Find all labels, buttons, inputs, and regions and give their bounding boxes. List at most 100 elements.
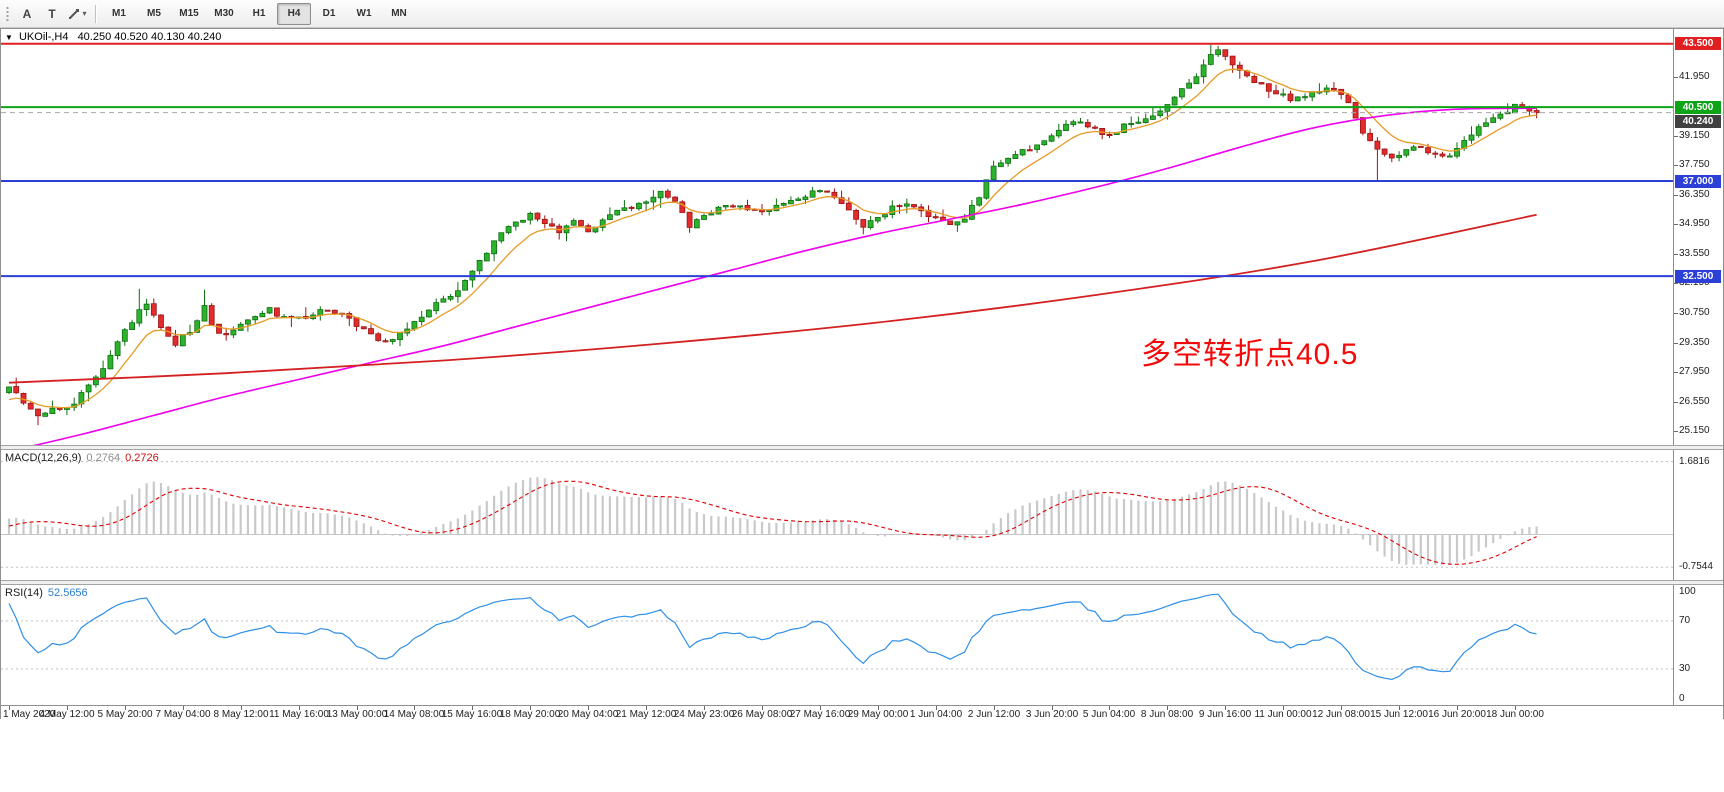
macd-value-signal: 0.2726 bbox=[125, 452, 159, 464]
time-label: 26 May 08:00 bbox=[731, 709, 793, 720]
time-tick-mark bbox=[530, 706, 531, 710]
rsi-name: RSI(14) bbox=[5, 587, 43, 599]
time-label: 20 May 04:00 bbox=[557, 709, 619, 720]
time-tick-mark bbox=[646, 706, 647, 710]
price-tick-label: 39.150 bbox=[1679, 130, 1710, 141]
price-tick-mark bbox=[1674, 77, 1678, 78]
chart-annotation: 多空转折点40.5 bbox=[1141, 338, 1359, 371]
time-label: 29 May 00:00 bbox=[847, 709, 909, 720]
time-label: 18 May 20:00 bbox=[499, 709, 561, 720]
pencil-icon bbox=[67, 7, 80, 20]
time-label: 7 May 04:00 bbox=[155, 709, 211, 720]
time-label: 1 May 2020 bbox=[3, 709, 56, 720]
time-tick-mark bbox=[472, 706, 473, 710]
price-tick-label: 30.750 bbox=[1679, 307, 1710, 318]
rsi-plot-svg[interactable] bbox=[1, 585, 1673, 705]
time-label: 9 Jun 16:00 bbox=[1198, 709, 1252, 720]
time-tick-mark bbox=[1399, 706, 1400, 710]
rsi-axis-label: 0 bbox=[1679, 693, 1685, 704]
text-tool-button[interactable]: T bbox=[40, 2, 64, 26]
rsi-axis-label: 100 bbox=[1679, 586, 1696, 597]
panel-separator[interactable] bbox=[1, 445, 1723, 450]
toolbar-grip-icon[interactable] bbox=[5, 5, 10, 22]
price-tick-mark bbox=[1674, 136, 1678, 137]
time-tick-mark bbox=[1515, 706, 1516, 710]
time-label: 15 May 16:00 bbox=[441, 709, 503, 720]
macd-axis[interactable]: 1.6816 -0.7544 bbox=[1673, 450, 1723, 580]
time-label: 15 Jun 12:00 bbox=[1370, 709, 1428, 720]
timeframe-m1-button[interactable]: M1 bbox=[112, 8, 126, 19]
time-tick-mark bbox=[1109, 706, 1110, 710]
chart-frame: ▼ UKOil-,H4 40.250 40.520 40.130 40.240 … bbox=[0, 28, 1724, 722]
timeframe-m15-button[interactable]: M15 bbox=[179, 8, 199, 19]
cursor-tool-label: A bbox=[22, 6, 32, 21]
time-label: 8 Jun 08:00 bbox=[1140, 709, 1194, 720]
timeframe-mn-button[interactable]: MN bbox=[391, 8, 407, 19]
timeframe-m5-button[interactable]: M5 bbox=[147, 8, 161, 19]
time-tick-mark bbox=[1052, 706, 1053, 710]
main-price-axis[interactable]: 41.95039.15037.75036.35034.95033.55032.1… bbox=[1673, 29, 1723, 445]
time-label: 1 Jun 04:00 bbox=[909, 709, 963, 720]
macd-name: MACD(12,26,9) bbox=[5, 452, 82, 464]
price-level-badge: 32.500 bbox=[1675, 270, 1721, 283]
price-tick-mark bbox=[1674, 283, 1678, 284]
timeframe-w1-button[interactable]: W1 bbox=[356, 8, 372, 19]
time-label: 8 May 12:00 bbox=[213, 709, 269, 720]
price-tick-label: 25.150 bbox=[1679, 425, 1710, 436]
time-tick-mark bbox=[357, 706, 358, 710]
time-label: 16 Jun 20:00 bbox=[1428, 709, 1486, 720]
price-tick-mark bbox=[1674, 431, 1678, 432]
time-tick-mark bbox=[704, 706, 705, 710]
time-label: 13 May 00:00 bbox=[326, 709, 388, 720]
macd-value-main: 0.2764 bbox=[86, 452, 121, 464]
time-label: 14 May 08:00 bbox=[383, 709, 445, 720]
time-label: 24 May 23:00 bbox=[673, 709, 735, 720]
time-label: 4 May 12:00 bbox=[39, 709, 95, 720]
chevron-down-icon: ▾ bbox=[82, 9, 87, 18]
rsi-label: RSI(14) 52.5656 bbox=[5, 587, 88, 599]
time-tick-mark bbox=[67, 706, 68, 710]
price-tick-label: 34.950 bbox=[1679, 218, 1710, 229]
time-label: 5 May 20:00 bbox=[97, 709, 153, 720]
rsi-axis[interactable]: 100 70 30 0 bbox=[1673, 585, 1723, 705]
time-tick-mark bbox=[878, 706, 879, 710]
rsi-value: 52.5656 bbox=[47, 587, 88, 599]
time-label: 18 Jun 00:00 bbox=[1486, 709, 1544, 720]
time-tick-mark bbox=[9, 706, 10, 710]
price-tick-label: 29.350 bbox=[1679, 337, 1710, 348]
rsi-panel: RSI(14) 52.5656 100 70 30 0 bbox=[1, 585, 1723, 705]
price-tick-mark bbox=[1674, 372, 1678, 373]
price-level-badge: 40.240 bbox=[1675, 115, 1721, 128]
timeframe-m30-button[interactable]: M30 bbox=[214, 8, 234, 19]
cursor-tool-button[interactable]: A bbox=[15, 2, 39, 26]
price-tick-label: 26.550 bbox=[1679, 396, 1710, 407]
time-tick-mark bbox=[588, 706, 589, 710]
time-tick-mark bbox=[1341, 706, 1342, 710]
time-axis[interactable]: 1 May 2020 4 May 12:00 5 May 20:00 7 May 04… bbox=[1, 705, 1723, 722]
price-tick-mark bbox=[1674, 195, 1678, 196]
text-tool-label: T bbox=[48, 6, 56, 21]
macd-label: MACD(12,26,9) 0.2764 0.2726 bbox=[5, 452, 159, 464]
timeframe-h1-button[interactable]: H1 bbox=[252, 8, 266, 19]
timeframe-h4-button[interactable]: H4 bbox=[277, 2, 311, 25]
collapse-arrow-icon[interactable]: ▼ bbox=[5, 33, 13, 42]
time-tick-mark bbox=[299, 706, 300, 710]
macd-panel: MACD(12,26,9) 0.2764 0.2726 1.6816 -0.7544 bbox=[1, 450, 1723, 580]
macd-axis-label: -0.7544 bbox=[1679, 561, 1713, 572]
panel-separator[interactable] bbox=[1, 580, 1723, 585]
draw-tool-button[interactable]: ▾ bbox=[65, 2, 89, 26]
timeframe-d1-button[interactable]: D1 bbox=[322, 8, 336, 19]
time-tick-mark bbox=[241, 706, 242, 710]
price-tick-mark bbox=[1674, 343, 1678, 344]
macd-axis-label: 1.6816 bbox=[1679, 456, 1710, 467]
main-chart-panel: ▼ UKOil-,H4 40.250 40.520 40.130 40.240 … bbox=[1, 29, 1723, 445]
price-tick-mark bbox=[1674, 313, 1678, 314]
toolbar: A T ▾ M1 M5 M15 M30 H1 H4 D1 W1 MN bbox=[0, 0, 1724, 28]
time-label: 2 Jun 12:00 bbox=[967, 709, 1021, 720]
main-plot-svg[interactable] bbox=[1, 29, 1673, 445]
price-tick-label: 41.950 bbox=[1679, 71, 1710, 82]
time-label: 12 Jun 08:00 bbox=[1312, 709, 1370, 720]
price-tick-mark bbox=[1674, 224, 1678, 225]
macd-plot-svg[interactable] bbox=[1, 450, 1673, 580]
price-tick-label: 27.950 bbox=[1679, 366, 1710, 377]
